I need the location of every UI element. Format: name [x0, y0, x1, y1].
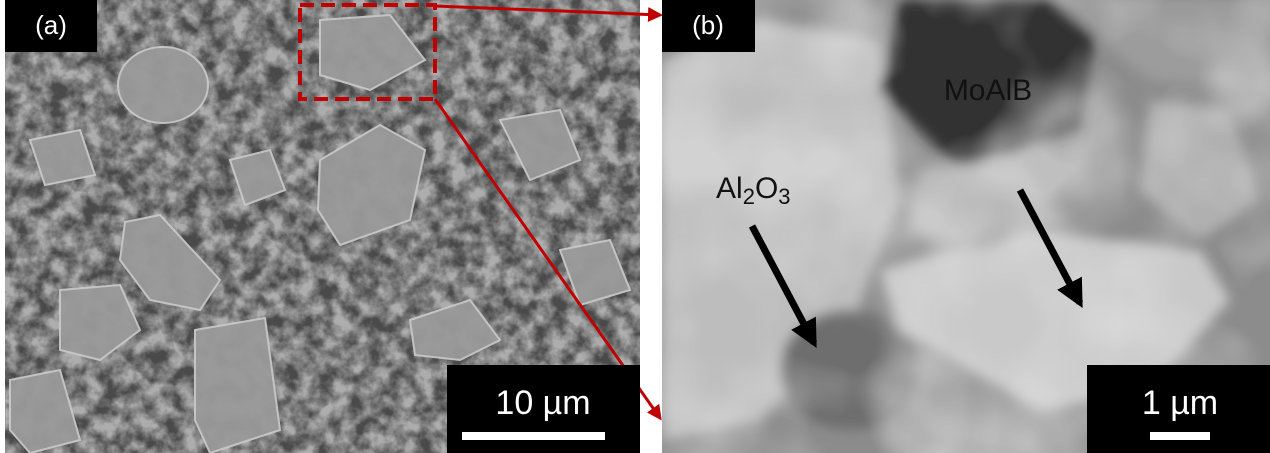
pointer-arrow — [748, 224, 818, 348]
formula-part: O — [755, 172, 778, 205]
micrograph-a — [5, 0, 640, 453]
zoom-arrow — [433, 98, 662, 421]
pointer-arrow — [1016, 188, 1084, 308]
scale-bar — [462, 432, 605, 440]
panel-label: (b) — [692, 10, 724, 40]
formula-part: 2 — [743, 184, 755, 209]
panel-label: (a) — [35, 10, 67, 40]
scale-label: 1 µm — [1142, 384, 1218, 422]
zoom-arrow — [434, 4, 663, 23]
micrograph-b — [662, 0, 1270, 453]
annotation: Al2O3 — [716, 172, 791, 209]
formula-part: 3 — [778, 184, 790, 209]
formula-part: Al — [716, 172, 743, 205]
label-box — [5, 0, 97, 52]
scale-label: 10 µm — [495, 384, 590, 422]
label-box — [662, 0, 755, 52]
annotation: MoAlB — [944, 74, 1032, 107]
zoom-region — [298, 3, 437, 101]
scale-bar — [1150, 432, 1210, 440]
